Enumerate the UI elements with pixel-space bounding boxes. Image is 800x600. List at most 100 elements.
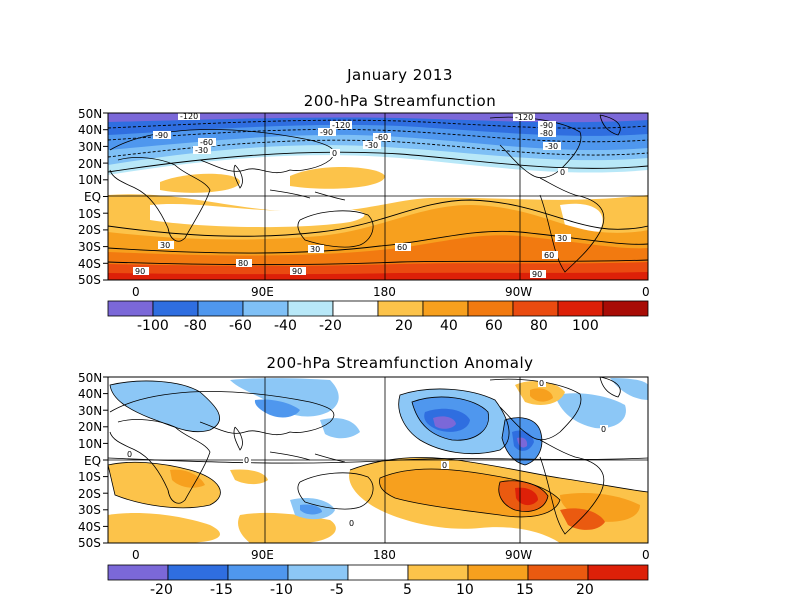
ct-label: -80 xyxy=(540,129,553,138)
lon-label: 90E xyxy=(251,548,274,562)
lat-label: 50S xyxy=(78,273,101,287)
lat-label: 30N xyxy=(78,404,102,418)
lat-label: 20S xyxy=(78,487,101,501)
colorbar-label: -5 xyxy=(330,582,344,598)
colorbar-swatch xyxy=(467,300,514,317)
ct-label: -120 xyxy=(180,112,198,121)
ct-label: 60 xyxy=(397,243,407,252)
colorbar-swatch xyxy=(512,300,559,317)
colorbar-label: 5 xyxy=(403,582,412,598)
ct-label: -90 xyxy=(320,128,333,137)
lat-label: 30S xyxy=(78,503,101,517)
ct-label: 0 xyxy=(539,379,544,388)
colorbar-swatch xyxy=(467,564,529,581)
lat-label: 40N xyxy=(78,387,102,401)
lat-label: 20N xyxy=(78,157,102,171)
colorbar-swatch xyxy=(407,564,469,581)
colorbar-bottom xyxy=(107,564,649,581)
colorbar-swatch xyxy=(587,564,649,581)
colorbar-label: 20 xyxy=(576,582,594,598)
ct-label: 80 xyxy=(238,259,248,268)
ct-label: 0 xyxy=(244,456,249,465)
tropical-blob-2 xyxy=(290,166,385,189)
lat-label: 10S xyxy=(78,470,101,484)
lat-label: EQ xyxy=(84,190,101,204)
ct-label: -60 xyxy=(200,138,213,147)
ct-label: 0 xyxy=(442,461,447,470)
colorbar-label: -20 xyxy=(319,318,342,334)
lon-label: 0 xyxy=(132,285,140,299)
colorbar-swatch xyxy=(377,300,424,317)
colorbar-swatch xyxy=(227,564,289,581)
colorbar-swatch xyxy=(197,300,244,317)
lat-label: 30N xyxy=(78,140,102,154)
colorbar-swatch xyxy=(242,300,289,317)
colorbar-swatch xyxy=(287,300,334,317)
streamfunction-map: -120 -90 -60 -30 0 -120 -90 -60 -30 -120… xyxy=(78,107,650,334)
lat-label: EQ xyxy=(84,454,101,468)
lon-label: 0 xyxy=(642,285,650,299)
ct-label: 0 xyxy=(560,168,565,177)
ct-label: 30 xyxy=(160,241,170,250)
ct-label: -30 xyxy=(545,142,558,151)
colorbar-label: -100 xyxy=(137,318,169,334)
colorbar-label: 20 xyxy=(395,318,413,334)
colorbar-swatch xyxy=(332,300,379,317)
sh-band-100 xyxy=(108,272,648,280)
colorbar-swatch xyxy=(422,300,469,317)
ct-label: -60 xyxy=(375,133,388,142)
ct-label: 90 xyxy=(135,267,145,276)
colorbar-label: 80 xyxy=(530,318,548,334)
lat-label: 50N xyxy=(78,371,102,385)
tropical-blob xyxy=(160,173,240,193)
lat-label: 50S xyxy=(78,536,101,550)
colorbar-label: -10 xyxy=(270,582,293,598)
ct-label: 0 xyxy=(332,149,337,158)
colorbar-swatch xyxy=(557,300,604,317)
ct-label: 30 xyxy=(310,245,320,254)
bottom-panel-title: 200-hPa Streamfunction Anomaly xyxy=(266,354,534,372)
ct-label: -90 xyxy=(540,121,553,130)
lat-label: 10S xyxy=(78,207,101,221)
colorbar-swatch xyxy=(167,564,229,581)
colorbar-label: 15 xyxy=(516,582,534,598)
lon-label: 90W xyxy=(505,285,532,299)
ct-label: 60 xyxy=(544,251,554,260)
colorbar-label: -40 xyxy=(274,318,297,334)
lon-label: 180 xyxy=(373,548,396,562)
colorbar-swatch xyxy=(152,300,199,317)
lon-label: 180 xyxy=(373,285,396,299)
colorbar-label: 10 xyxy=(456,582,474,598)
sh-band-white-a xyxy=(150,203,365,228)
lat-label: 50N xyxy=(78,107,102,121)
ct-label: 90 xyxy=(532,270,542,279)
lat-label: 40S xyxy=(78,520,101,534)
ct-label: 30 xyxy=(557,234,567,243)
colorbar-swatch xyxy=(347,564,409,581)
colorbar-swatch xyxy=(107,300,154,317)
ct-label: -30 xyxy=(365,141,378,150)
lon-label: 90E xyxy=(251,285,274,299)
colorbar-swatch xyxy=(602,300,649,317)
streamfunction-anomaly-map: 0 0 0 0 0 0 50N 40N 30N 20N 10N EQ 10S 2… xyxy=(78,371,650,598)
lat-label: 10N xyxy=(78,437,102,451)
lat-label: 40S xyxy=(78,257,101,271)
colorbar-swatch xyxy=(287,564,349,581)
colorbar-label: -15 xyxy=(210,582,233,598)
lat-label: 30S xyxy=(78,240,101,254)
ct-label: -120 xyxy=(332,121,350,130)
lat-label: 10N xyxy=(78,173,102,187)
lon-label: 90W xyxy=(505,548,532,562)
figure-title: January 2013 xyxy=(347,66,453,84)
colorbar-top xyxy=(107,300,649,317)
ct-label: -90 xyxy=(155,131,168,140)
lon-label: 0 xyxy=(642,548,650,562)
ct-label: 0 xyxy=(349,519,354,528)
colorbar-label: -20 xyxy=(150,582,173,598)
colorbar-label: -80 xyxy=(184,318,207,334)
ct-label: -120 xyxy=(515,113,533,122)
ct-label: 90 xyxy=(292,267,302,276)
lat-label: 20S xyxy=(78,223,101,237)
colorbar-swatch xyxy=(107,564,169,581)
colorbar-label: 60 xyxy=(485,318,503,334)
